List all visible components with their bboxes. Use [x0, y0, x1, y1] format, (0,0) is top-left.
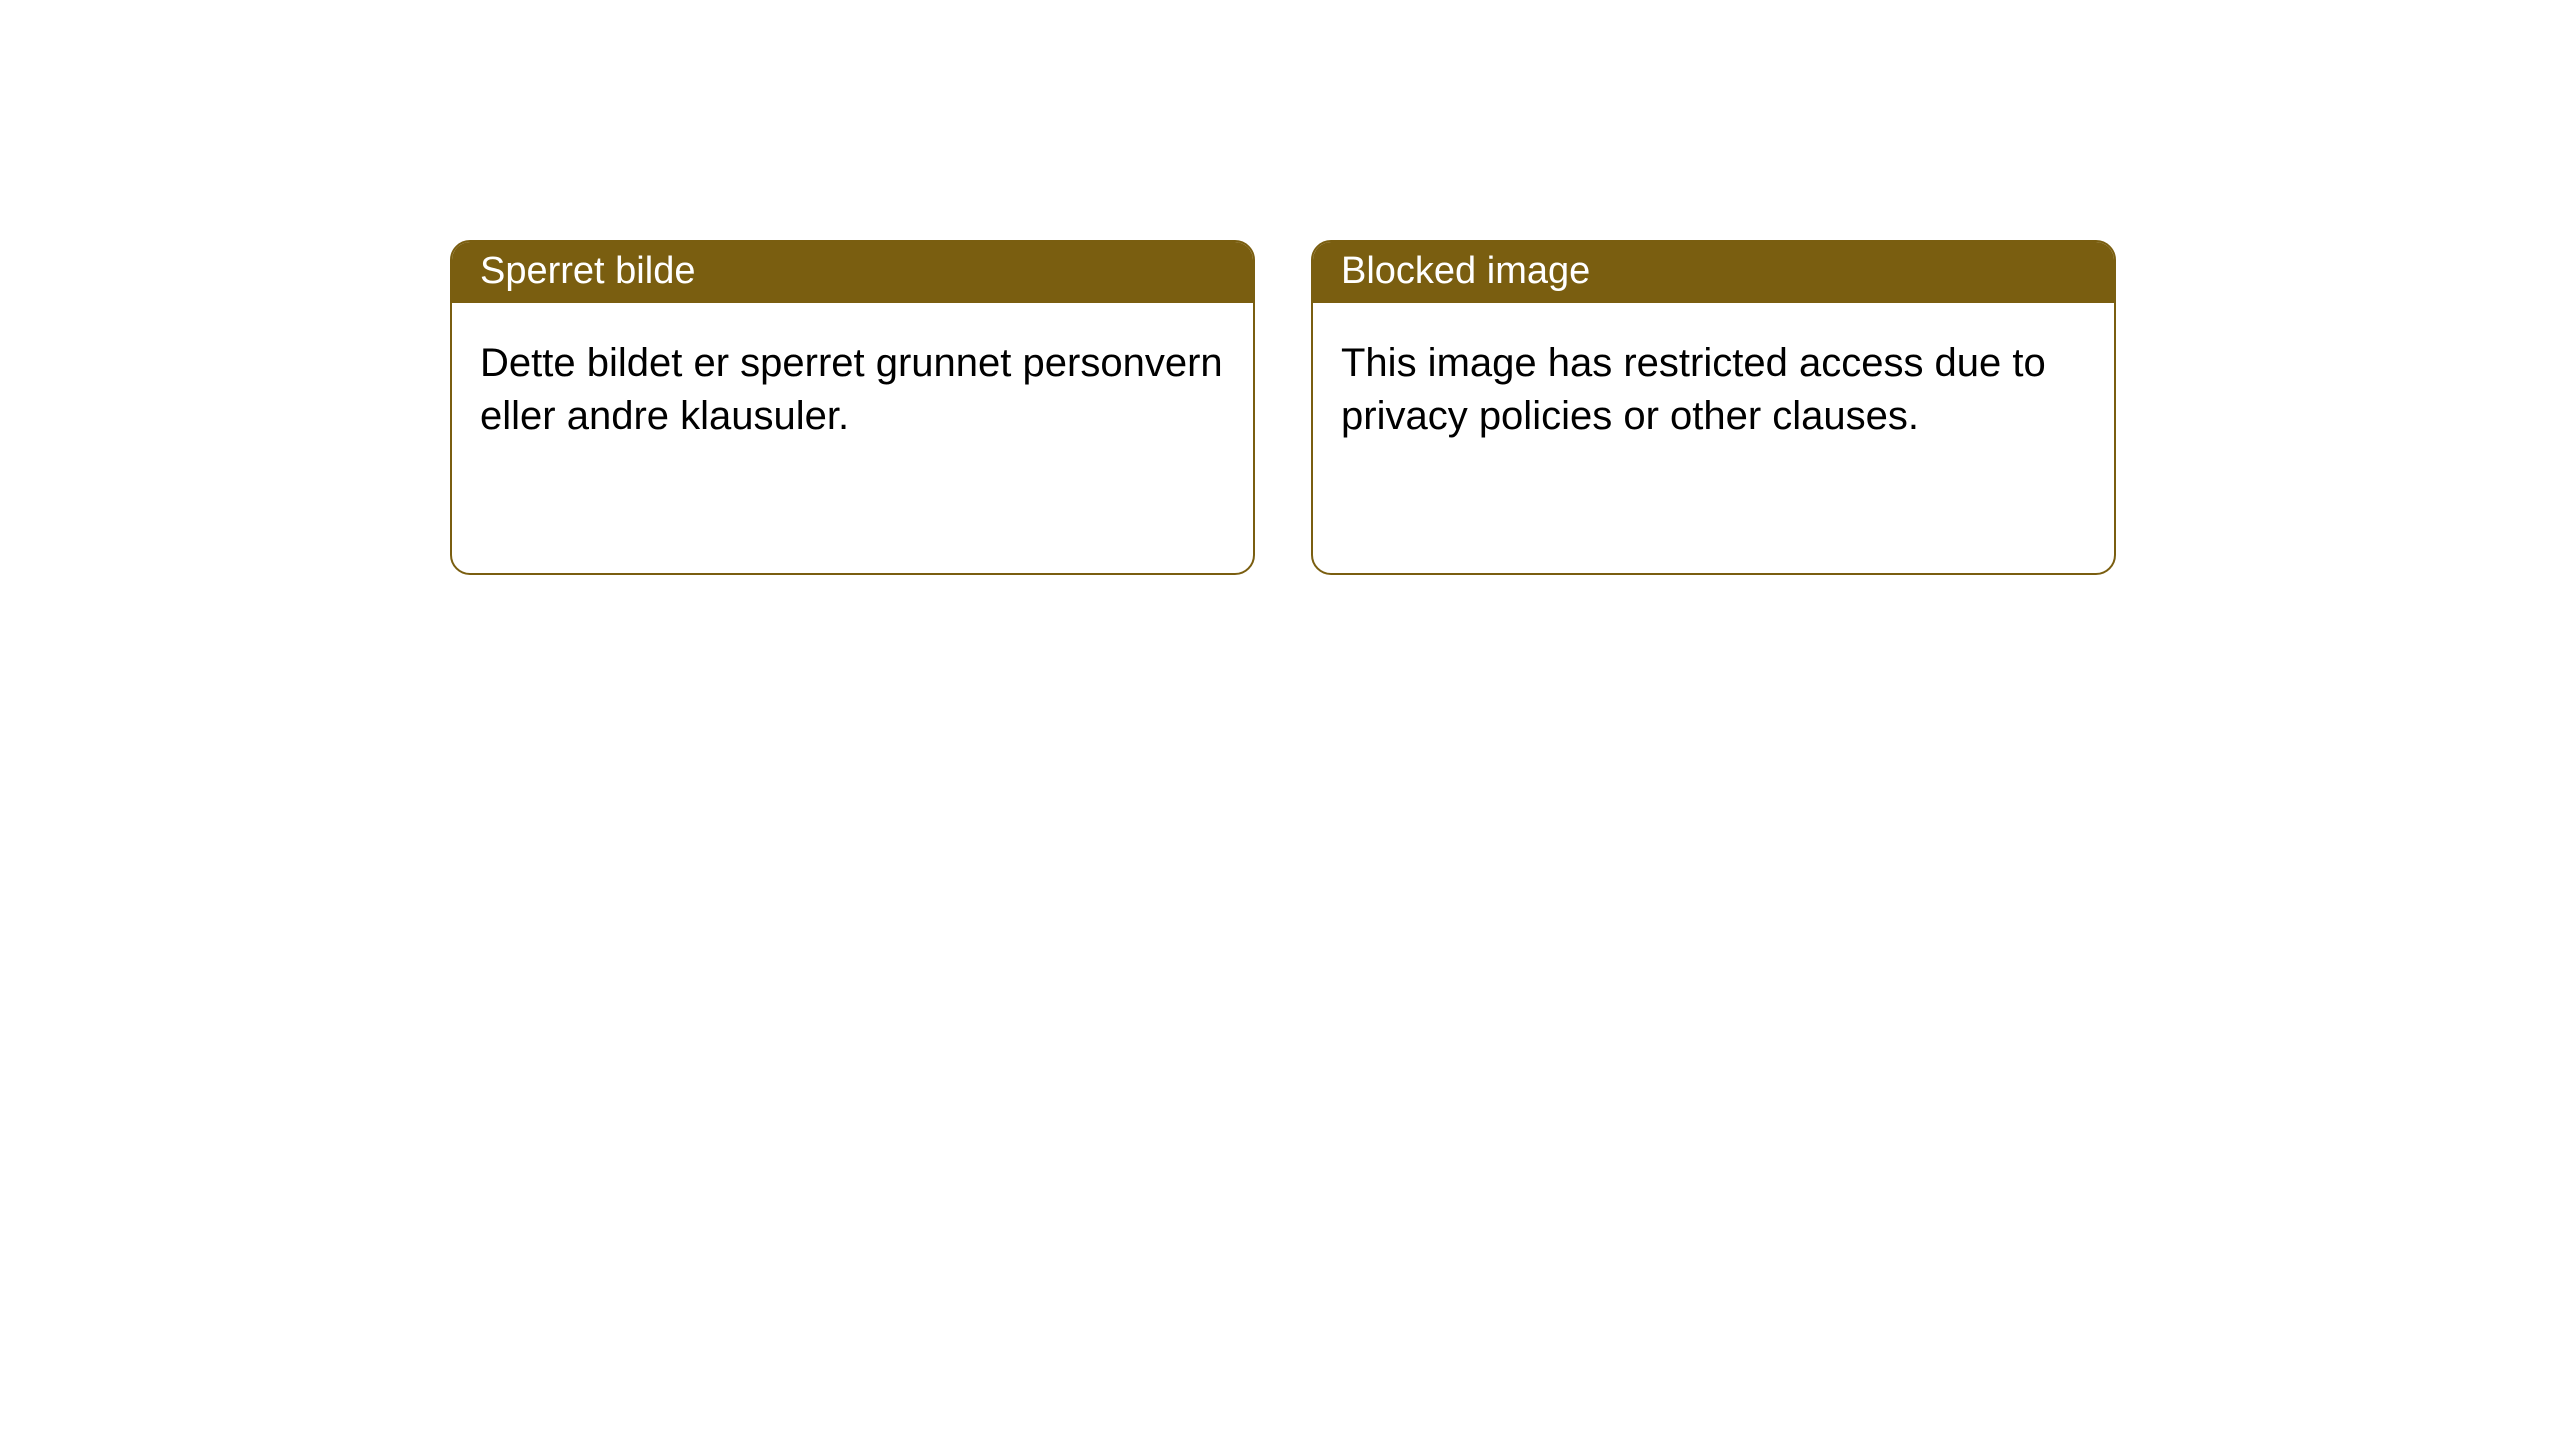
notice-body-text: This image has restricted access due to …	[1341, 341, 2046, 438]
notice-body: Dette bildet er sperret grunnet personve…	[452, 303, 1253, 477]
notice-body: This image has restricted access due to …	[1313, 303, 2114, 477]
notice-container: Sperret bilde Dette bildet er sperret gr…	[0, 0, 2560, 575]
notice-title: Blocked image	[1341, 250, 1590, 292]
notice-body-text: Dette bildet er sperret grunnet personve…	[480, 341, 1223, 438]
notice-card-norwegian: Sperret bilde Dette bildet er sperret gr…	[450, 240, 1255, 575]
notice-title: Sperret bilde	[480, 250, 695, 292]
notice-card-english: Blocked image This image has restricted …	[1311, 240, 2116, 575]
notice-header: Blocked image	[1313, 242, 2114, 303]
notice-header: Sperret bilde	[452, 242, 1253, 303]
